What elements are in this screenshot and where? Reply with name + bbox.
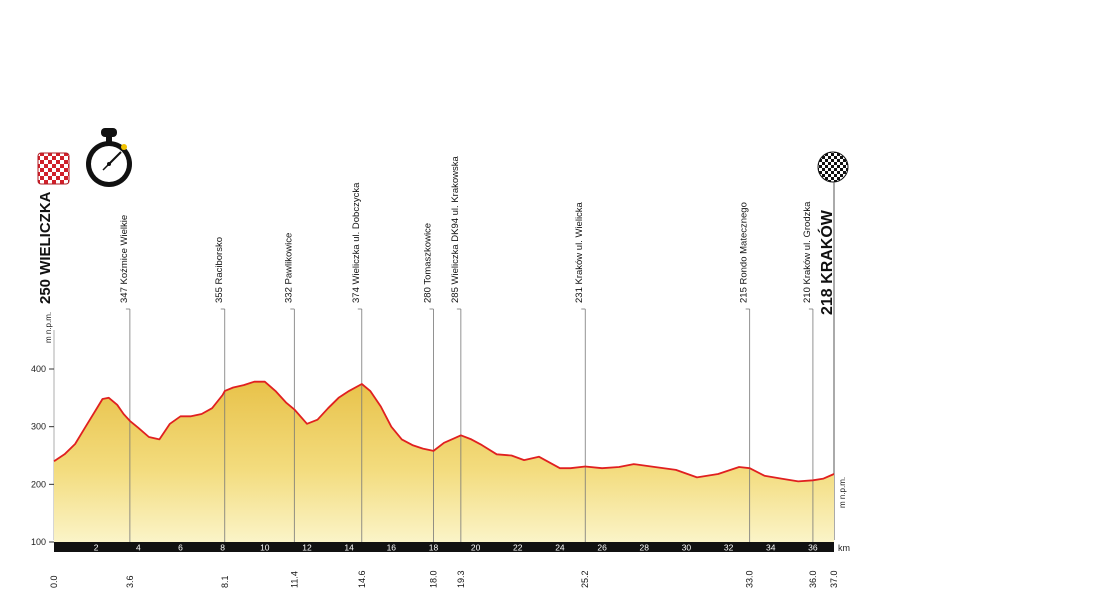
waypoint-km-labels: 0.0 3.6 8.1 11.4 14.6 18.0 19.3 25.2 33.0 36.0 37.… xyxy=(49,570,839,588)
waypoint-name-label: 374 Wieliczka ul. Dobczycka xyxy=(351,182,362,303)
km-tick-label: 8 xyxy=(220,543,225,553)
km-tick-label: 14 xyxy=(344,543,354,553)
stopwatch-icon xyxy=(86,128,132,187)
y-tick-label: 100 xyxy=(31,537,46,547)
y-tick-label: 200 xyxy=(31,479,46,489)
km-tick-label: 30 xyxy=(682,543,692,553)
km-tick-label: 6 xyxy=(178,543,183,553)
km-tick-label: 2 xyxy=(94,543,99,553)
waypoint-km-label: 37.0 xyxy=(829,570,839,588)
waypoint-name-label: 285 Wieliczka DK94 ul. Krakowska xyxy=(450,156,461,303)
waypoint-km-label: 19.3 xyxy=(456,570,466,588)
profile-line xyxy=(53,380,835,483)
profile-area xyxy=(54,381,834,542)
waypoint-km-label: 25.2 xyxy=(580,570,590,588)
km-unit-label: km xyxy=(838,543,850,553)
km-tick-label: 24 xyxy=(555,543,565,553)
waypoint-name-labels: 347 Koźmice Wielkie 355 Raciborsko 332 Paw… xyxy=(119,156,813,303)
km-bar xyxy=(54,542,834,552)
checkered-flag-red-icon xyxy=(37,152,70,185)
y-tick-label: 300 xyxy=(31,422,46,432)
waypoint-km-label: 33.0 xyxy=(745,570,755,588)
km-tick-label: 28 xyxy=(640,543,650,553)
km-tick-label: 26 xyxy=(597,543,607,553)
waypoint-name-label: 231 Kraków ul. Wielicka xyxy=(574,201,585,303)
km-tick-label: 4 xyxy=(136,543,141,553)
waypoint-km-label: 14.6 xyxy=(357,570,367,588)
waypoint-km-label: 11.4 xyxy=(289,571,299,588)
profile-fill-layer xyxy=(54,381,834,542)
km-tick-label: 20 xyxy=(471,543,481,553)
waypoint-name-label: 210 Kraków ul. Grodzka xyxy=(802,201,813,303)
left-unit-label: m n.p.m. xyxy=(44,312,53,343)
waypoint-name-label: 332 Pawlikowice xyxy=(283,233,294,303)
profile-line-layer xyxy=(53,380,835,483)
y-axis: 100 200 300 400 xyxy=(31,364,54,547)
waypoint-name-label: 215 Rondo Matecznego xyxy=(739,202,750,303)
km-tick-label: 22 xyxy=(513,543,523,553)
km-tick-label: 18 xyxy=(429,543,439,553)
waypoint-name-label: 280 Tomaszkowice xyxy=(422,223,433,303)
km-tick-label: 34 xyxy=(766,543,776,553)
waypoint-km-label: 3.6 xyxy=(125,575,135,588)
km-tick-label: 16 xyxy=(387,543,397,553)
waypoint-name-label: 347 Koźmice Wielkie xyxy=(119,215,130,303)
waypoint-km-label: 36.0 xyxy=(808,570,818,588)
km-tick-labels: 2 4 6 8 10 12 14 16 18 20 22 24 26 28 30 32 34 36 xyxy=(94,543,818,553)
waypoint-marker-layer xyxy=(125,308,814,542)
finish-label: 218 KRAKÓW xyxy=(817,209,836,315)
right-unit-label: m n.p.m. xyxy=(838,477,847,508)
checkered-flag-black-icon xyxy=(817,151,849,183)
waypoint-name-label: 355 Raciborsko xyxy=(214,237,225,303)
km-tick-label: 10 xyxy=(260,543,270,553)
waypoint-km-label: 18.0 xyxy=(428,570,438,588)
km-tick-label: 32 xyxy=(724,543,734,553)
waypoint-km-label: 8.1 xyxy=(220,575,230,588)
y-tick-label: 400 xyxy=(31,364,46,374)
start-label: 250 WIELICZKA xyxy=(37,191,54,304)
waypoint-km-label: 0.0 xyxy=(49,575,59,588)
km-tick-label: 36 xyxy=(808,543,818,553)
km-tick-label: 12 xyxy=(302,543,312,553)
